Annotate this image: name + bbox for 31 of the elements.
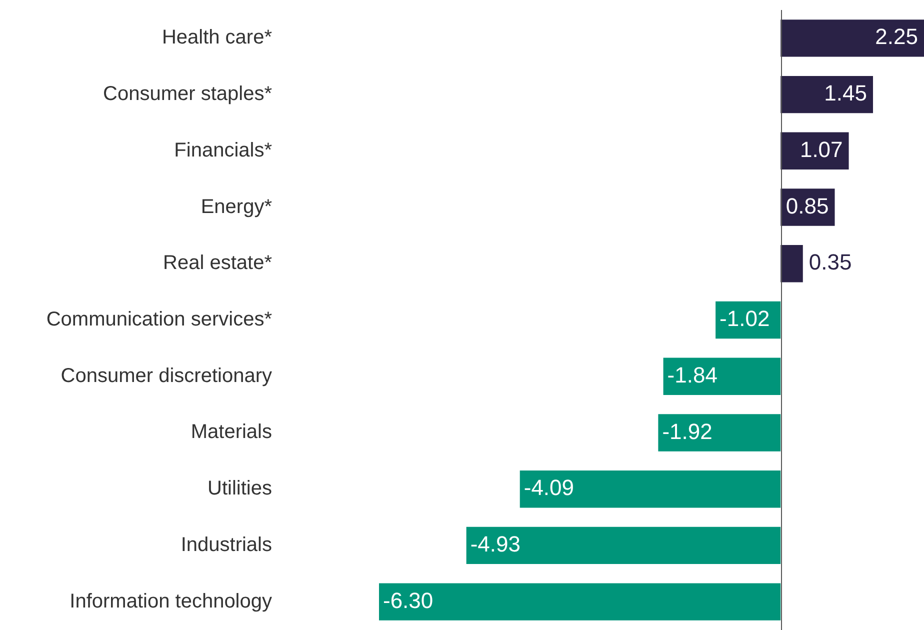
y-tick-label: Utilities bbox=[208, 478, 272, 500]
data-label: -1.92 bbox=[662, 418, 712, 444]
y-tick-label: Consumer staples* bbox=[103, 83, 272, 106]
bar bbox=[780, 132, 849, 170]
y-tick-label: Consumer discretionary bbox=[60, 364, 272, 387]
y-tick-label: Financials* bbox=[174, 139, 272, 162]
y-tick-label: Communication services* bbox=[46, 308, 272, 331]
data-label: -1.84 bbox=[667, 362, 718, 388]
data-label: 2.25 bbox=[875, 24, 918, 50]
y-tick-label: Real estate* bbox=[163, 252, 272, 274]
bar bbox=[379, 583, 781, 620]
bar bbox=[780, 245, 803, 282]
data-label: -4.09 bbox=[524, 475, 574, 500]
data-label: 1.07 bbox=[800, 136, 843, 162]
bar bbox=[466, 526, 781, 564]
data-label: -1.02 bbox=[720, 306, 770, 332]
bar bbox=[658, 414, 781, 452]
y-tick-label: Information technology bbox=[70, 590, 272, 612]
bar bbox=[780, 76, 874, 114]
bar bbox=[663, 358, 781, 395]
y-tick-label: Industrials bbox=[180, 534, 272, 556]
bar bbox=[780, 20, 924, 57]
y-tick-label: Health care* bbox=[162, 26, 272, 49]
y-tick-label: Energy* bbox=[200, 196, 272, 218]
data-label: 0.35 bbox=[808, 250, 852, 275]
data-label: -4.93 bbox=[470, 532, 520, 557]
data-label: 1.45 bbox=[824, 80, 868, 106]
bar bbox=[520, 470, 781, 508]
y-tick-label: Materials bbox=[190, 421, 272, 444]
data-label: -6.30 bbox=[383, 588, 434, 613]
data-label: 0.85 bbox=[786, 193, 829, 218]
